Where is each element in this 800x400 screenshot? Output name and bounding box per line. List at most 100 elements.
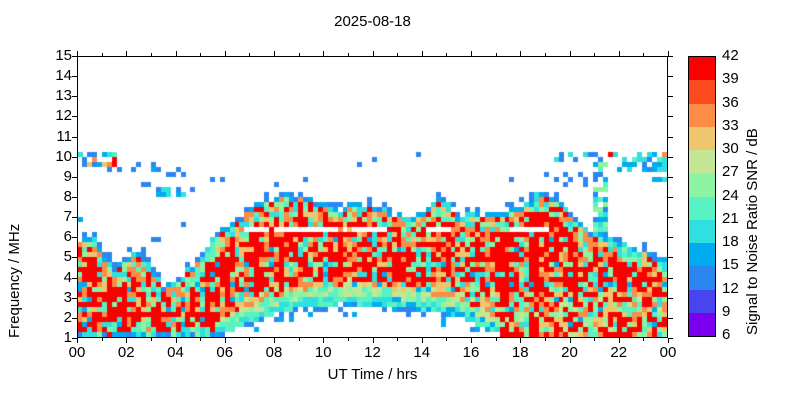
colorbar-tick-label: 6	[722, 326, 731, 343]
tick-mark	[347, 338, 349, 341]
spectrogram-canvas	[78, 57, 667, 337]
colorbar-band	[689, 219, 715, 243]
y-tick-label: 7	[63, 208, 72, 226]
tick-mark	[668, 116, 673, 118]
tick-mark	[495, 338, 497, 341]
tick-mark	[520, 338, 522, 343]
tick-mark	[224, 338, 226, 343]
tick-mark	[643, 338, 645, 341]
colorbar-band	[689, 243, 715, 267]
x-tick-label: 18	[511, 344, 529, 361]
tick-mark	[175, 338, 177, 343]
tick-mark	[495, 53, 497, 56]
y-tick-label: 11	[56, 127, 72, 145]
y-tick-label: 8	[63, 188, 72, 205]
colorbar-tick-label: 39	[722, 70, 739, 88]
tick-mark	[200, 53, 202, 56]
tick-mark	[668, 197, 673, 198]
tick-mark	[101, 338, 103, 341]
tick-mark	[72, 56, 77, 57]
colorbar-tick-label: 21	[722, 209, 739, 227]
colorbar-band	[689, 103, 715, 127]
tick-mark	[77, 338, 78, 343]
tick-mark	[249, 53, 251, 56]
tick-mark	[618, 51, 620, 56]
tick-mark	[72, 176, 77, 178]
colorbar-tick-label: 42	[722, 47, 739, 64]
colorbar-band	[689, 80, 715, 104]
tick-mark	[72, 257, 77, 259]
tick-mark	[72, 96, 77, 98]
tick-mark	[594, 338, 596, 341]
tick-mark	[643, 53, 645, 56]
tick-mark	[471, 51, 472, 56]
tick-mark	[77, 51, 78, 56]
tick-mark	[72, 217, 77, 219]
colorbar-tick-label: 18	[722, 233, 739, 250]
tick-mark	[323, 338, 325, 343]
tick-mark	[72, 237, 77, 239]
tick-mark	[72, 317, 77, 319]
tick-mark	[397, 338, 399, 341]
x-tick-label: 06	[216, 344, 234, 361]
tick-mark	[72, 116, 77, 118]
tick-mark	[72, 136, 77, 138]
y-tick-label: 4	[63, 268, 72, 286]
tick-mark	[668, 136, 673, 138]
tick-mark	[126, 51, 128, 56]
x-tick-label: 16	[462, 344, 480, 361]
tick-mark	[72, 277, 77, 279]
colorbar-tick-label: 27	[722, 163, 739, 181]
tick-mark	[397, 53, 399, 56]
tick-mark	[421, 338, 423, 343]
tick-mark	[569, 51, 571, 56]
tick-mark	[668, 257, 673, 259]
tick-mark	[347, 53, 349, 56]
tick-mark	[372, 51, 374, 56]
x-tick-label: 20	[561, 344, 578, 361]
y-tick-label: 6	[63, 228, 72, 246]
y-tick-label: 1	[63, 329, 72, 346]
tick-mark	[72, 338, 77, 339]
tick-mark	[298, 53, 300, 56]
colorbar-tick-label: 33	[722, 116, 739, 134]
tick-mark	[668, 56, 673, 57]
y-tick-label: 5	[63, 248, 72, 266]
colorbar-tick-label: 36	[722, 93, 739, 111]
y-tick-label: 2	[63, 308, 72, 326]
tick-mark	[249, 338, 251, 341]
tick-mark	[446, 338, 448, 341]
tick-mark	[72, 197, 77, 198]
colorbar-band	[689, 196, 715, 220]
y-axis-label: Frequency / MHz	[6, 223, 23, 338]
x-tick-label: 14	[413, 344, 431, 361]
colorbar-tick-label: 24	[722, 186, 739, 204]
tick-mark	[569, 338, 571, 343]
tick-mark	[101, 53, 103, 56]
colorbar-band	[689, 289, 715, 313]
tick-mark	[446, 53, 448, 56]
tick-mark	[274, 51, 275, 56]
colorbar-label: Signal to Noise Ratio SNR / dB	[744, 128, 761, 335]
tick-mark	[668, 237, 673, 239]
tick-mark	[668, 76, 673, 78]
x-tick-label: 04	[167, 344, 184, 361]
colorbar	[688, 56, 716, 337]
x-tick-label: 22	[610, 344, 628, 361]
tick-mark	[668, 297, 673, 299]
y-tick-label: 9	[63, 167, 72, 185]
chart-title: 2025-08-18	[334, 13, 411, 30]
tick-mark	[150, 53, 152, 56]
tick-mark	[72, 156, 77, 158]
x-tick-label: 02	[117, 344, 135, 361]
tick-mark	[175, 51, 177, 56]
tick-mark	[520, 51, 522, 56]
tick-mark	[668, 338, 669, 343]
colorbar-tick-label: 30	[722, 140, 739, 157]
colorbar-band	[689, 57, 715, 81]
tick-mark	[668, 51, 669, 56]
tick-mark	[372, 338, 374, 343]
colorbar-band	[689, 173, 715, 197]
colorbar-tick-label: 9	[722, 302, 731, 320]
tick-mark	[298, 338, 300, 341]
